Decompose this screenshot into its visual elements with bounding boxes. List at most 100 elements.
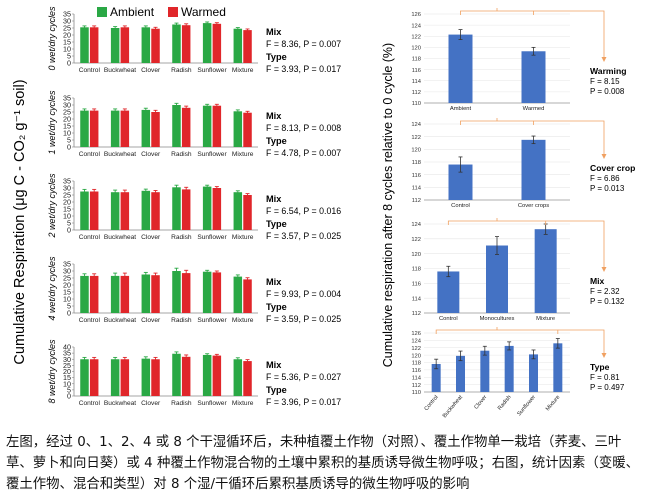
stat-label: Cover crop (590, 163, 635, 173)
y-tick-label: 15 (63, 205, 71, 214)
legend: Ambient Warmed (97, 5, 226, 19)
y-tick-label: 5 (67, 385, 71, 394)
bar-ambient-radish (172, 271, 181, 313)
bar-ambient-mixture (233, 276, 243, 313)
x-tick-label: Radish (171, 234, 192, 241)
bar-warmed-clover (151, 28, 160, 63)
bracket (460, 120, 534, 125)
bar-ambient-clover (141, 274, 151, 313)
y-tick-label: 35 (63, 260, 71, 269)
y-tick-label: 30 (63, 267, 71, 276)
bar-ambient-clover (141, 190, 151, 230)
bar-ambient-mixture (233, 111, 243, 147)
bracket (460, 10, 534, 15)
bar-ambient-radish (172, 187, 181, 230)
connector-arrow (601, 154, 607, 159)
bar-radish (504, 345, 514, 392)
bar-warmed-buckwheat (120, 275, 130, 313)
bar-warmed-sunflower (212, 23, 222, 63)
bar-warmed-control (89, 27, 99, 63)
x-tick-label: Control (439, 316, 458, 322)
y-tick-label: 20 (63, 367, 71, 376)
bar-ambient-clover (141, 27, 151, 63)
bar-ambient-mixture (233, 359, 243, 396)
bar-ambient-buckwheat (110, 359, 120, 396)
bar-control (431, 363, 441, 392)
y-tick-label: 20 (63, 31, 71, 40)
x-tick-label: Mixture (232, 151, 254, 158)
x-tick-label: Control (79, 317, 101, 324)
connector (533, 120, 605, 157)
bar-control (437, 271, 460, 313)
x-tick-label: Sunflower (516, 394, 537, 417)
y-tick-label: 10 (63, 212, 71, 221)
stat-label-type: Type (266, 302, 287, 312)
y-tick-label: 124 (411, 222, 421, 228)
bar-ambient-buckwheat (110, 192, 120, 230)
bar-warmed-buckwheat (120, 110, 130, 147)
bar-warmed-radish (181, 273, 191, 313)
connector-arrow (601, 57, 607, 62)
bar-buckwheat (456, 355, 465, 392)
x-tick-label: Ambient (450, 106, 472, 112)
bar-warmed-buckwheat (120, 192, 130, 230)
y-tick-label: 116 (412, 68, 421, 74)
stat-value-f: F = 0.81 (590, 373, 620, 382)
bar-ambient-clover (141, 109, 151, 147)
y-tick-label: 25 (63, 191, 71, 200)
y-tick-label: 126 (411, 331, 421, 337)
bar-warmed-radish (181, 189, 191, 230)
x-tick-label: Mixture (232, 67, 254, 74)
x-tick-label: Control (451, 203, 470, 209)
y-tick-label: 124 (411, 339, 421, 345)
bar-clover (480, 350, 490, 392)
y-tick-label: 114 (412, 375, 422, 381)
bar-warmed-clover (151, 359, 160, 396)
bar-warmed-clover (151, 192, 160, 230)
y-tick-label: 0 (67, 392, 71, 401)
y-tick-label: 20 (63, 198, 71, 207)
y-tick-label: 120 (411, 46, 421, 52)
y-tick-label: 118 (412, 361, 421, 367)
stat-value-type: F = 3.96, P = 0.017 (266, 397, 341, 407)
y-tick-label: 15 (63, 122, 71, 131)
y-tick-label: 0 (67, 226, 71, 235)
bar-ambient-sunflower (202, 271, 212, 313)
stat-label: Type (590, 362, 610, 372)
stat-value-mix: F = 8.36, P = 0.007 (266, 39, 341, 49)
bar-warmed-sunflower (212, 188, 222, 230)
bar-warmed-sunflower (212, 105, 222, 147)
connector-arrow (601, 267, 607, 272)
y-tick-label: 116 (412, 368, 421, 374)
bar-warmed-sunflower (212, 272, 222, 313)
y-tick-label: 118 (412, 160, 421, 166)
bracket (435, 329, 559, 334)
x-tick-label: Control (79, 151, 101, 158)
y-tick-label: 114 (412, 186, 422, 192)
y-tick-label: 20 (63, 115, 71, 124)
bar-ambient-radish (172, 24, 181, 63)
stat-value-p: P = 0.008 (590, 87, 625, 96)
x-tick-label: Clover (141, 67, 161, 74)
y-tick-label: 118 (412, 267, 421, 273)
y-tick-label: 5 (67, 52, 71, 61)
y-tick-label: 116 (412, 173, 421, 179)
y-tick-label: 5 (67, 219, 71, 228)
y-tick-label: 118 (412, 57, 421, 63)
y-tick-label: 112 (412, 90, 421, 96)
y-tick-label: 122 (411, 135, 421, 141)
y-tick-label: 15 (63, 373, 71, 382)
legend-label-ambient: Ambient (110, 5, 155, 19)
bar-ambient-buckwheat (110, 275, 120, 313)
bar-ambient-control (80, 359, 89, 396)
x-tick-label: Mixture (232, 234, 254, 241)
bar-ambient-sunflower (202, 354, 212, 396)
y-tick-label: 20 (63, 281, 71, 290)
y-tick-label: 25 (63, 108, 71, 117)
stat-value-mix: F = 5.36, P = 0.027 (266, 372, 341, 382)
bar-ambient-control (80, 27, 89, 63)
y-tick-label: 124 (411, 122, 421, 128)
x-tick-label: Sunflower (197, 234, 227, 241)
y-tick-label: 112 (412, 311, 421, 317)
